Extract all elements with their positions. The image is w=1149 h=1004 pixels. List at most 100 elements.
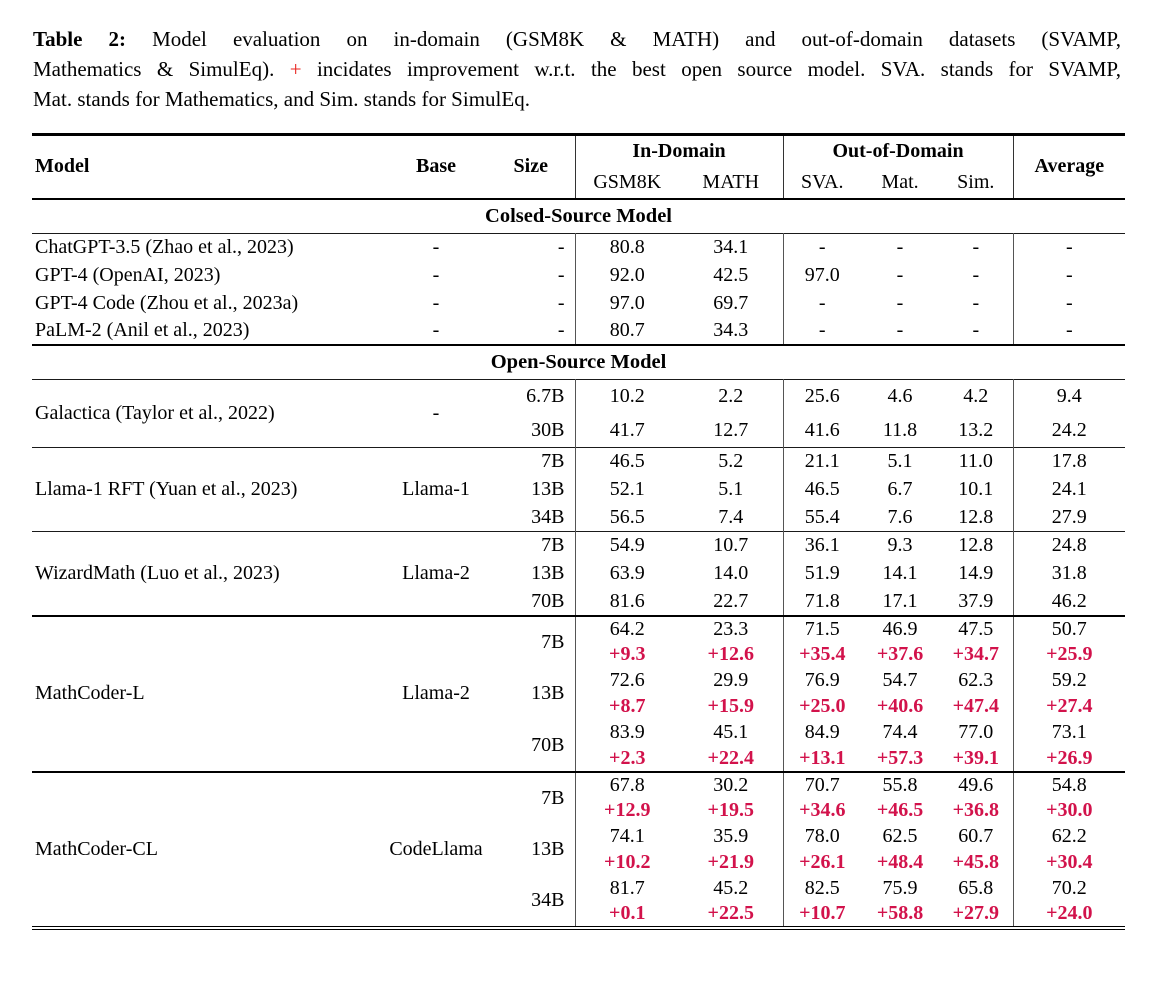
improvement-row: +12.9 +19.5 +34.6 +46.5 +36.8 +30.0 — [32, 797, 1125, 824]
caption-text: Mathematics & SimulEq). — [33, 57, 275, 81]
score-value: 54.9 — [609, 534, 645, 557]
score-value: 60.7 — [939, 823, 1014, 850]
size-value: 70B — [487, 719, 576, 772]
improvement-value: +22.5 — [679, 901, 784, 928]
header-row-datasets: GSM8K MATH SVA. Mat. Sim. — [32, 166, 1125, 199]
score-value: 5.1 — [679, 475, 784, 504]
model-name: MathCoder-CL — [35, 837, 158, 860]
score-value: 10.7 — [679, 531, 784, 560]
improvement-row: +8.7 +15.9 +25.0 +40.6 +47.4 +27.4 — [32, 693, 1125, 720]
column-header-average: Average — [1034, 155, 1105, 178]
table-row: 34B 81.7 45.2 82.5 75.9 65.8 70.2 — [32, 875, 1125, 928]
score-value: 29.9 — [679, 667, 784, 694]
score-value: 81.7 — [609, 877, 645, 899]
section-header: Colsed-Source Model — [32, 198, 1126, 233]
improvement-value: +13.1 — [799, 746, 846, 769]
model-name: GPT-4 Code (Zhou et al., 2023a) — [35, 291, 299, 314]
score-value: 97.0 — [804, 263, 840, 286]
score-value: 46.9 — [882, 617, 918, 640]
improvement-value: +12.6 — [679, 641, 784, 668]
score-value: 2.2 — [679, 379, 784, 414]
score-value: - — [818, 235, 826, 258]
column-header-math: MATH — [679, 166, 784, 199]
results-table: Model Base Size In-Domain Out-of-Domain … — [32, 133, 1126, 930]
table-row: 13B 63.9 14.0 51.9 14.1 14.9 31.8 — [32, 559, 1125, 588]
score-value: 72.6 — [609, 669, 645, 691]
score-value: 12.8 — [939, 503, 1014, 532]
size-value: 70B — [487, 587, 576, 616]
size-value: - — [487, 261, 576, 289]
score-value: - — [1065, 291, 1073, 314]
size-value: 6.7B — [487, 379, 576, 414]
model-name: GPT-4 (OpenAI, 2023) — [35, 263, 221, 286]
score-value: 82.5 — [804, 877, 840, 899]
improvement-value: +0.1 — [609, 902, 646, 924]
model-block: PaLM-2 (Anil et al., 2023) - - 80.7 34.3 - - - - — [32, 317, 1125, 345]
score-value: 83.9 — [609, 721, 645, 743]
score-value: 81.6 — [609, 589, 645, 612]
score-value: 35.9 — [679, 823, 784, 850]
improvement-value: +21.9 — [679, 849, 784, 876]
score-value: 10.1 — [939, 475, 1014, 504]
model-block: MathCoder-L Llama-2 7B 64.2 23.3 71.5 46.9 47.5… — [32, 615, 1126, 772]
model-name: PaLM-2 (Anil et al., 2023) — [35, 319, 250, 341]
score-value: 55.4 — [804, 505, 840, 528]
score-value: 59.2 — [1051, 669, 1087, 691]
improvement-value: +57.3 — [876, 746, 924, 769]
improvement-row: +9.3 +12.6 +35.4 +37.6 +34.7 +25.9 — [32, 641, 1125, 668]
improvement-value: +9.3 — [609, 643, 646, 665]
size-value: - — [487, 233, 576, 261]
score-value: 12.8 — [939, 531, 1014, 560]
score-value: 21.1 — [804, 450, 840, 473]
improvement-value: +47.4 — [939, 693, 1014, 720]
score-value: 71.5 — [804, 617, 840, 640]
caption-line-3: Mat. stands for Mathematics, and Sim. st… — [33, 84, 1121, 114]
score-value: 63.9 — [609, 562, 645, 584]
table-row: WizardMath (Luo et al., 2023) Llama-2 7B 54… — [32, 531, 1125, 584]
score-value: 77.0 — [939, 719, 1014, 746]
score-value: - — [818, 291, 826, 314]
score-value: 62.2 — [1051, 825, 1087, 847]
caption-text: incidates improvement w.r.t. the best op… — [316, 57, 1121, 81]
score-value: 42.5 — [679, 261, 784, 289]
model-name: WizardMath (Luo et al., 2023) — [35, 561, 280, 584]
score-value: 7.4 — [679, 503, 784, 532]
column-header-gsm8k: GSM8K — [593, 170, 662, 193]
score-value: - — [1065, 235, 1073, 258]
caption-label: Table 2: — [33, 27, 126, 51]
improvement-value: +40.6 — [876, 695, 924, 717]
score-value: - — [939, 261, 1014, 289]
improvement-row: +2.3 +22.4 +13.1 +57.3 +39.1 +26.9 — [32, 745, 1125, 772]
improvement-value: +19.5 — [679, 797, 784, 824]
score-value: 69.7 — [679, 289, 784, 317]
base-model-name: - — [432, 402, 440, 424]
caption-line-1: Table 2: Model evaluation on in-domain (… — [33, 24, 1121, 54]
base-model-name: - — [432, 291, 440, 314]
column-group-in-domain: In-Domain — [575, 134, 784, 167]
base-model-name: CodeLlama — [389, 837, 483, 860]
model-name: MathCoder-L — [35, 682, 145, 704]
score-value: 41.6 — [804, 418, 840, 441]
table-row: ChatGPT-3.5 (Zhao et al., 2023) - - 80.8 34.… — [32, 233, 1125, 261]
model-block: GPT-4 (OpenAI, 2023) - - 92.0 42.5 97.0 - - - — [32, 261, 1125, 289]
score-value: - — [818, 319, 826, 341]
improvement-value: +30.4 — [1046, 851, 1093, 873]
score-value: 54.7 — [882, 669, 918, 691]
improvement-value: +26.1 — [799, 851, 846, 873]
column-header-sim: Sim. — [939, 166, 1014, 199]
size-value: 34B — [487, 503, 576, 532]
model-block: GPT-4 Code (Zhou et al., 2023a) - - 97.0 69.… — [32, 289, 1125, 317]
improvement-value: +8.7 — [609, 695, 646, 717]
table-row: MathCoder-CL CodeLlama 7B 67.8 30.2 70.7 55.8 4… — [32, 771, 1125, 860]
score-value: 24.1 — [1051, 478, 1087, 500]
improvement-value: +22.4 — [679, 745, 784, 772]
score-value: 45.1 — [679, 719, 784, 746]
table-row: MathCoder-L Llama-2 7B 64.2 23.3 71.5 46.9 47.5… — [32, 615, 1125, 704]
improvement-value: +34.6 — [799, 799, 846, 821]
score-value: - — [939, 233, 1014, 261]
table-row: Llama-1 RFT (Yuan et al., 2023) Llama-1 7B… — [32, 447, 1125, 500]
base-model-name: Llama-1 — [402, 478, 470, 500]
size-value: 7B — [487, 531, 576, 560]
score-value: 24.8 — [1051, 534, 1087, 557]
